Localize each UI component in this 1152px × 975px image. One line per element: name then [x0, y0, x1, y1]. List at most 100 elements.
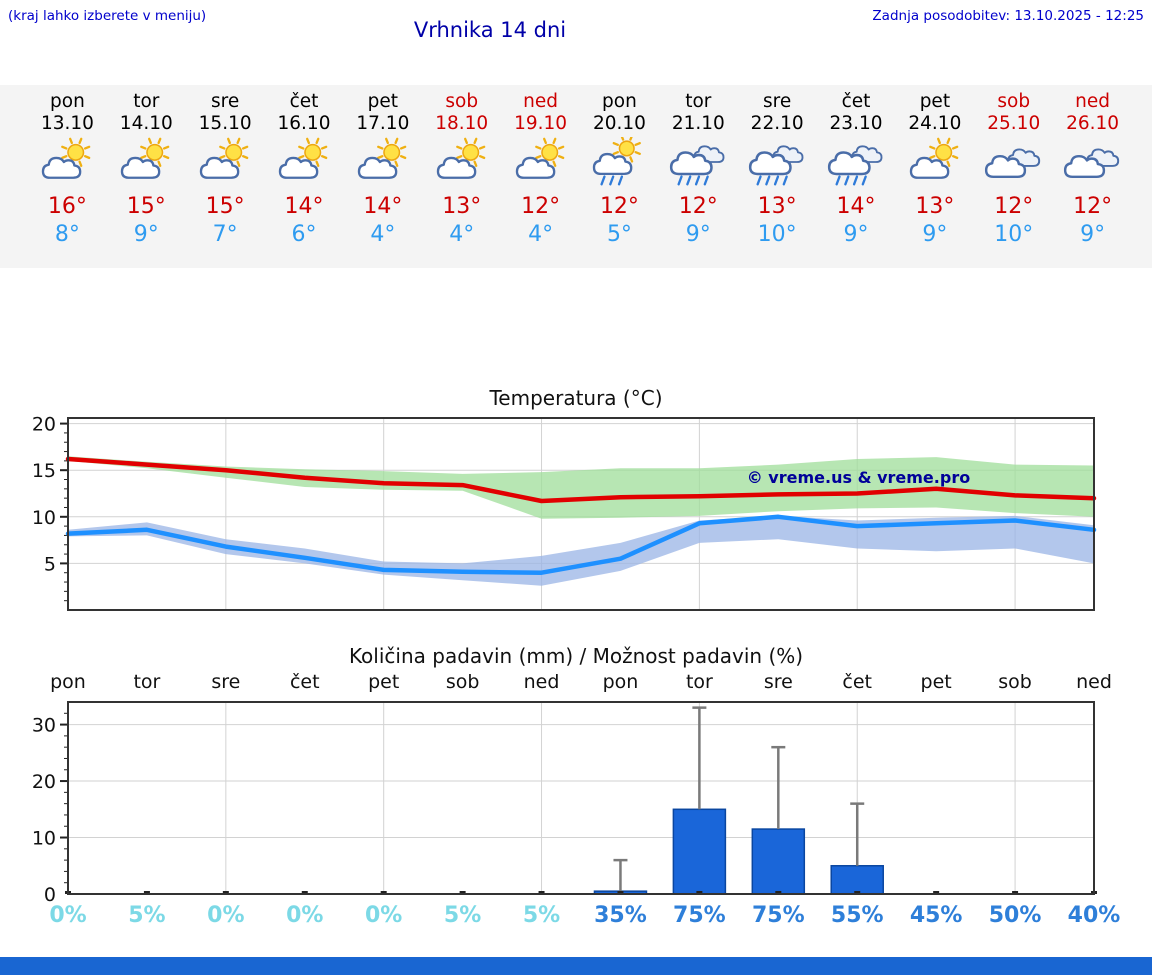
day-name: pet [919, 91, 951, 112]
precip-day-label: ned [1076, 672, 1112, 693]
day-name: tor [133, 91, 160, 112]
high-temp: 13° [915, 194, 955, 219]
forecast-day-column: čet 23.10 14° 9° [817, 85, 896, 268]
precip-probability: 35% [594, 903, 647, 928]
day-date: 19.10 [514, 113, 568, 134]
low-temp: 8° [54, 222, 80, 247]
high-temp: 14° [363, 194, 403, 219]
sun-rain-icon [588, 135, 650, 191]
raindrop-glyph [774, 175, 780, 186]
low-temp: 9° [685, 222, 711, 247]
cloud-glyph [357, 156, 398, 179]
low-temp: 4° [528, 222, 554, 247]
day-date: 24.10 [908, 113, 962, 134]
precip-day-label: pet [921, 672, 952, 693]
cloud-glyph [121, 156, 161, 179]
day-date: 20.10 [592, 113, 646, 134]
precip-day-label: tor [133, 672, 160, 693]
y-tick-label: 20 [32, 414, 56, 436]
low-temp: 10° [994, 222, 1034, 247]
high-temp: 12° [1073, 194, 1113, 219]
cloudy-icon [983, 135, 1045, 191]
precip-day-label: čet [290, 672, 320, 693]
cloud-glyph [827, 151, 871, 176]
low-temp: 10° [757, 222, 797, 247]
footer-bar [0, 957, 1152, 975]
watermark: © vreme.us & vreme.pro [747, 468, 970, 487]
forecast-day-column: sre 22.10 13° 10° [738, 85, 817, 268]
day-date: 26.10 [1066, 113, 1120, 134]
day-name: pet [367, 91, 399, 112]
precip-probability: 0% [286, 903, 323, 928]
precip-bar [672, 808, 727, 895]
high-temp: 16° [47, 194, 87, 219]
raindrop-glyph [844, 175, 850, 186]
low-temp: 6° [291, 222, 317, 247]
raindrop-glyph [852, 175, 859, 186]
day-name: pon [50, 91, 85, 112]
forecast-day-column: tor 21.10 12° 9° [659, 85, 738, 268]
low-temp: 4° [370, 222, 396, 247]
high-temp: 12° [521, 194, 561, 219]
partly-sunny-icon [115, 135, 177, 191]
low-temp: 4° [449, 222, 475, 247]
min-razpon-band [68, 515, 1094, 586]
day-date: 25.10 [987, 113, 1041, 134]
forecast-strip: pon 13.10 16° 8° tor 14.10 15° 9° sre 15.10 15° 7° č… [0, 85, 1152, 268]
rain-icon [746, 135, 808, 191]
day-name: čet [841, 91, 871, 112]
forecast-day-column: pet 24.10 13° 9° [895, 85, 974, 268]
raindrop-glyph [609, 175, 615, 186]
day-name: tor [685, 91, 712, 112]
raindrop-glyph [686, 175, 692, 186]
y-tick-label: 10 [32, 828, 56, 850]
cloudy-icon [1062, 135, 1124, 191]
raindrop-glyph [835, 175, 841, 186]
forecast-day-column: ned 19.10 12° 4° [501, 85, 580, 268]
plot-border [67, 701, 1095, 895]
forecast-day-column: sob 25.10 12° 10° [974, 85, 1053, 268]
day-date: 18.10 [435, 113, 489, 134]
day-date: 21.10 [671, 113, 725, 134]
day-name: sob [445, 91, 479, 112]
precip-probability: 55% [831, 903, 884, 928]
min-temperatura-line [65, 514, 1097, 575]
max-razpon-band [68, 456, 1094, 519]
precip-probability: 0% [207, 903, 244, 928]
forecast-day-column: pet 17.10 14° 4° [343, 85, 422, 268]
high-temp: 13° [757, 194, 797, 219]
partly-sunny-icon [510, 135, 572, 191]
raindrop-glyph [782, 175, 789, 186]
raindrop-glyph [600, 175, 607, 186]
day-name: sre [211, 91, 240, 112]
cloud-glyph [670, 151, 714, 176]
partly-sunny-icon [431, 135, 493, 191]
day-date: 13.10 [40, 113, 94, 134]
page-title: Vrhnika 14 dni [413, 18, 567, 42]
sun-glyph [298, 137, 328, 167]
sun-glyph [376, 137, 407, 167]
y-tick-label: 30 [32, 715, 56, 737]
partly-sunny-icon [36, 135, 98, 191]
day-name: ned [1075, 91, 1111, 112]
high-temp: 12° [994, 194, 1034, 219]
high-temp: 12° [678, 194, 718, 219]
forecast-day-column: sob 18.10 13° 4° [422, 85, 501, 268]
day-name: pon [602, 91, 637, 112]
low-temp: 9° [133, 222, 159, 247]
rain-icon [825, 135, 887, 191]
cloud-glyph [199, 156, 240, 179]
precip-day-label: sre [764, 672, 793, 693]
high-temp: 13° [442, 194, 482, 219]
forecast-day-column: tor 14.10 15° 9° [107, 85, 186, 268]
precip-day-label: ned [524, 672, 560, 693]
temperature-chart: 5 10 15 20 © vreme.us & vreme.pro [32, 414, 1097, 611]
precipitation-chart: 0 10 20 30 pon tor sre čet pet sob ned pon tor sre čet… [32, 672, 1121, 928]
cloud-glyph [515, 156, 555, 179]
sun-glyph [613, 137, 642, 163]
low-temp: 9° [843, 222, 869, 247]
cloud-glyph [593, 152, 633, 176]
precip-day-label: sob [998, 672, 1032, 693]
precip-bar [751, 828, 806, 895]
